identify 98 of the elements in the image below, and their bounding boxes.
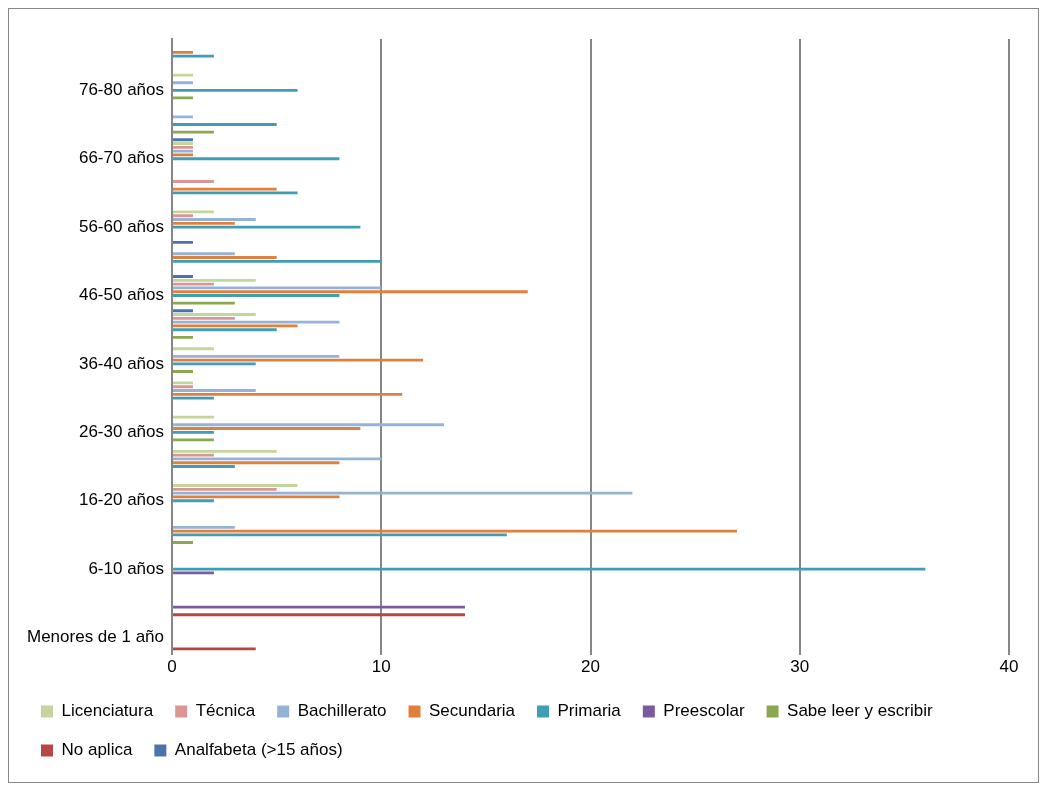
bar: [173, 427, 361, 430]
legend-label: Sabe leer y escribir: [787, 701, 933, 721]
bar: [173, 487, 277, 491]
bar: [173, 149, 193, 153]
y-tick-label: 76-80 años: [78, 79, 165, 99]
bar: [173, 423, 445, 427]
legend-label: Bachillerato: [297, 701, 387, 721]
y-tick-label: Menores de 1 año: [26, 627, 165, 647]
bar: [173, 225, 361, 229]
bar: [173, 358, 424, 362]
bar: [173, 81, 193, 85]
y-tick-label: 56-60 años: [78, 216, 165, 236]
bar: [173, 316, 235, 320]
bar: [173, 567, 926, 571]
bar: [173, 180, 214, 183]
y-tick-label: 26-30 años: [78, 421, 165, 441]
bar: [173, 240, 193, 244]
bar: [173, 495, 340, 499]
bar: [173, 218, 256, 221]
legend-label: Primaria: [557, 701, 622, 721]
bar: [173, 613, 465, 617]
bar: [173, 210, 214, 214]
y-tick-label: 36-40 años: [78, 353, 165, 373]
bar: [173, 465, 235, 468]
bar: [173, 491, 633, 495]
bar: [173, 347, 214, 351]
bar: [173, 396, 214, 400]
bar: [173, 362, 256, 366]
bar: [173, 453, 214, 457]
bar: [173, 457, 382, 461]
bar: [173, 130, 214, 134]
legend-label: Preescolar: [663, 701, 745, 721]
bar: [173, 214, 193, 218]
bar: [173, 54, 214, 58]
bar: [173, 533, 507, 537]
bar: [173, 50, 193, 54]
bar: [173, 157, 340, 161]
bar: [173, 430, 214, 434]
bar: [173, 461, 340, 465]
bar: [173, 415, 214, 419]
bar: [173, 256, 277, 259]
bar: [173, 389, 256, 392]
x-tick-label: 30: [790, 657, 810, 677]
bar: [173, 301, 235, 305]
legend-label: Técnica: [195, 701, 256, 721]
bar: [173, 294, 340, 297]
y-tick-label: 16-20 años: [78, 490, 165, 510]
bar: [173, 145, 193, 149]
bar: [173, 392, 403, 396]
bar: [173, 324, 298, 328]
bar: [173, 88, 298, 92]
bar: [173, 335, 193, 339]
bar: [173, 525, 235, 529]
legend-label: Analfabeta (>15 años): [174, 740, 343, 760]
bar: [173, 529, 737, 533]
bar: [173, 647, 256, 651]
x-tick-label: 0: [167, 657, 177, 677]
bar: [173, 275, 193, 278]
bar: [173, 138, 193, 142]
bar: [173, 286, 382, 290]
bar: [173, 605, 465, 609]
bar: [173, 313, 256, 316]
bar: [173, 73, 193, 77]
bar: [173, 191, 298, 195]
bar: [173, 381, 193, 385]
x-tick-label: 20: [581, 657, 600, 677]
legend-label: Licenciatura: [61, 701, 154, 721]
bar: [173, 438, 214, 442]
bar: [173, 252, 235, 256]
bar: [173, 309, 193, 313]
legend-label: No aplica: [61, 740, 133, 760]
bar: [173, 499, 214, 503]
x-tick-label: 10: [371, 657, 391, 677]
bar: [173, 123, 277, 126]
y-tick-label: 46-50 años: [78, 285, 165, 305]
bar: [173, 328, 277, 332]
bar: [173, 290, 528, 294]
bar: [173, 320, 340, 324]
bar: [173, 115, 193, 119]
bar: [173, 541, 193, 544]
bar: [173, 354, 340, 358]
y-tick-label: 6-10 años: [88, 558, 165, 578]
bar: [173, 282, 214, 286]
bar: [173, 571, 214, 575]
bar: [173, 96, 193, 100]
bar: [173, 221, 235, 225]
bar: [173, 259, 382, 263]
bar: [173, 278, 256, 282]
bar: [173, 484, 298, 487]
y-tick-label: 66-70 años: [78, 148, 165, 168]
legend-label: Secundaria: [429, 701, 516, 721]
bar: [173, 153, 193, 157]
bar: [173, 142, 193, 145]
bar: [173, 385, 193, 389]
bar: [173, 449, 277, 453]
bar: [173, 187, 277, 191]
x-tick-label: 40: [999, 657, 1019, 677]
bar: [173, 370, 193, 373]
